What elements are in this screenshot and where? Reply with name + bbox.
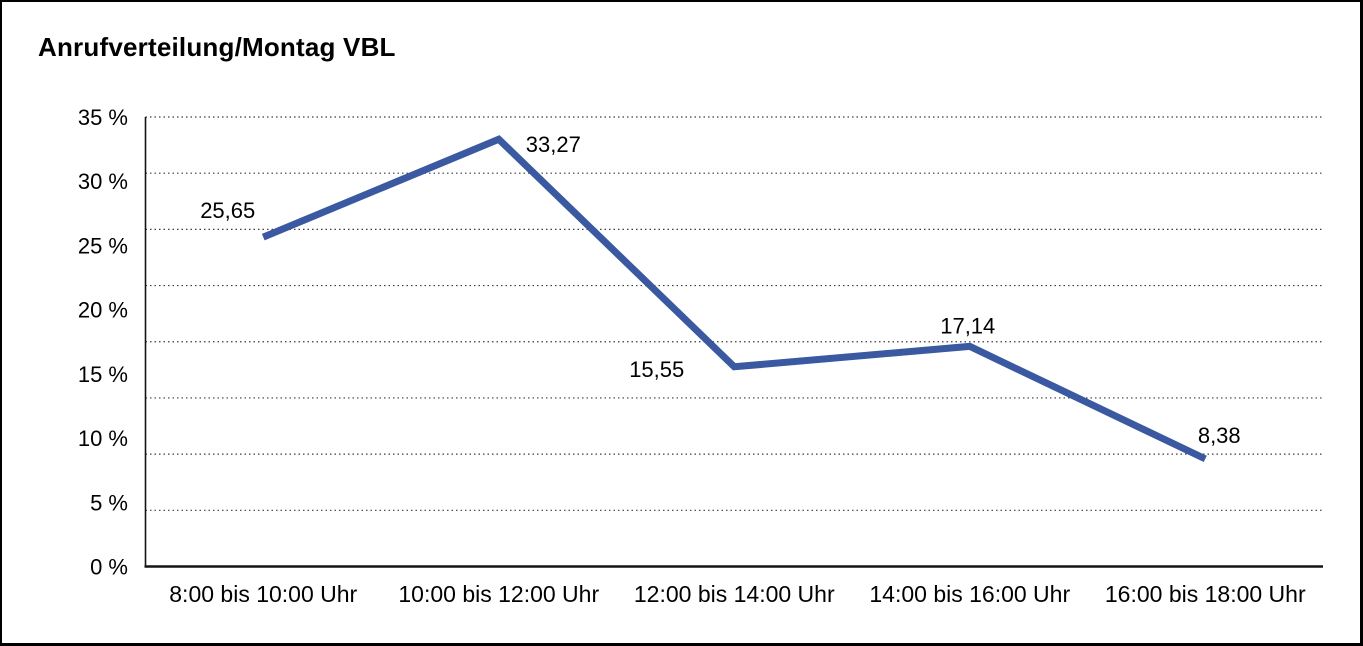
data-point-label: 33,27: [526, 132, 581, 157]
y-axis-tick-label: 35 %: [78, 105, 128, 130]
y-axis-tick-label: 10 %: [78, 426, 128, 451]
x-axis-category-label: 8:00 bis 10:00 Uhr: [169, 581, 357, 607]
y-axis-tick-label: 0 %: [90, 555, 128, 580]
x-axis-category-label: 14:00 bis 16:00 Uhr: [869, 581, 1070, 607]
x-axis-category-label: 16:00 bis 18:00 Uhr: [1105, 581, 1306, 607]
x-axis-category-label: 10:00 bis 12:00 Uhr: [398, 581, 599, 607]
data-point-label: 8,38: [1198, 423, 1241, 448]
x-axis-category-label: 12:00 bis 14:00 Uhr: [634, 581, 835, 607]
y-axis-tick-label: 5 %: [90, 490, 128, 515]
data-point-label: 17,14: [940, 313, 995, 338]
y-axis-tick-label: 15 %: [78, 362, 128, 387]
y-axis-tick-label: 20 %: [78, 298, 128, 323]
y-axis-tick-label: 30 %: [78, 169, 128, 194]
data-series-line: [261, 135, 1207, 463]
data-point-label: 15,55: [629, 357, 684, 382]
chart-title: Anrufverteilung/Montag VBL: [38, 32, 396, 62]
y-axis-tick-label: 25 %: [78, 233, 128, 258]
data-point-label: 25,65: [200, 198, 255, 223]
